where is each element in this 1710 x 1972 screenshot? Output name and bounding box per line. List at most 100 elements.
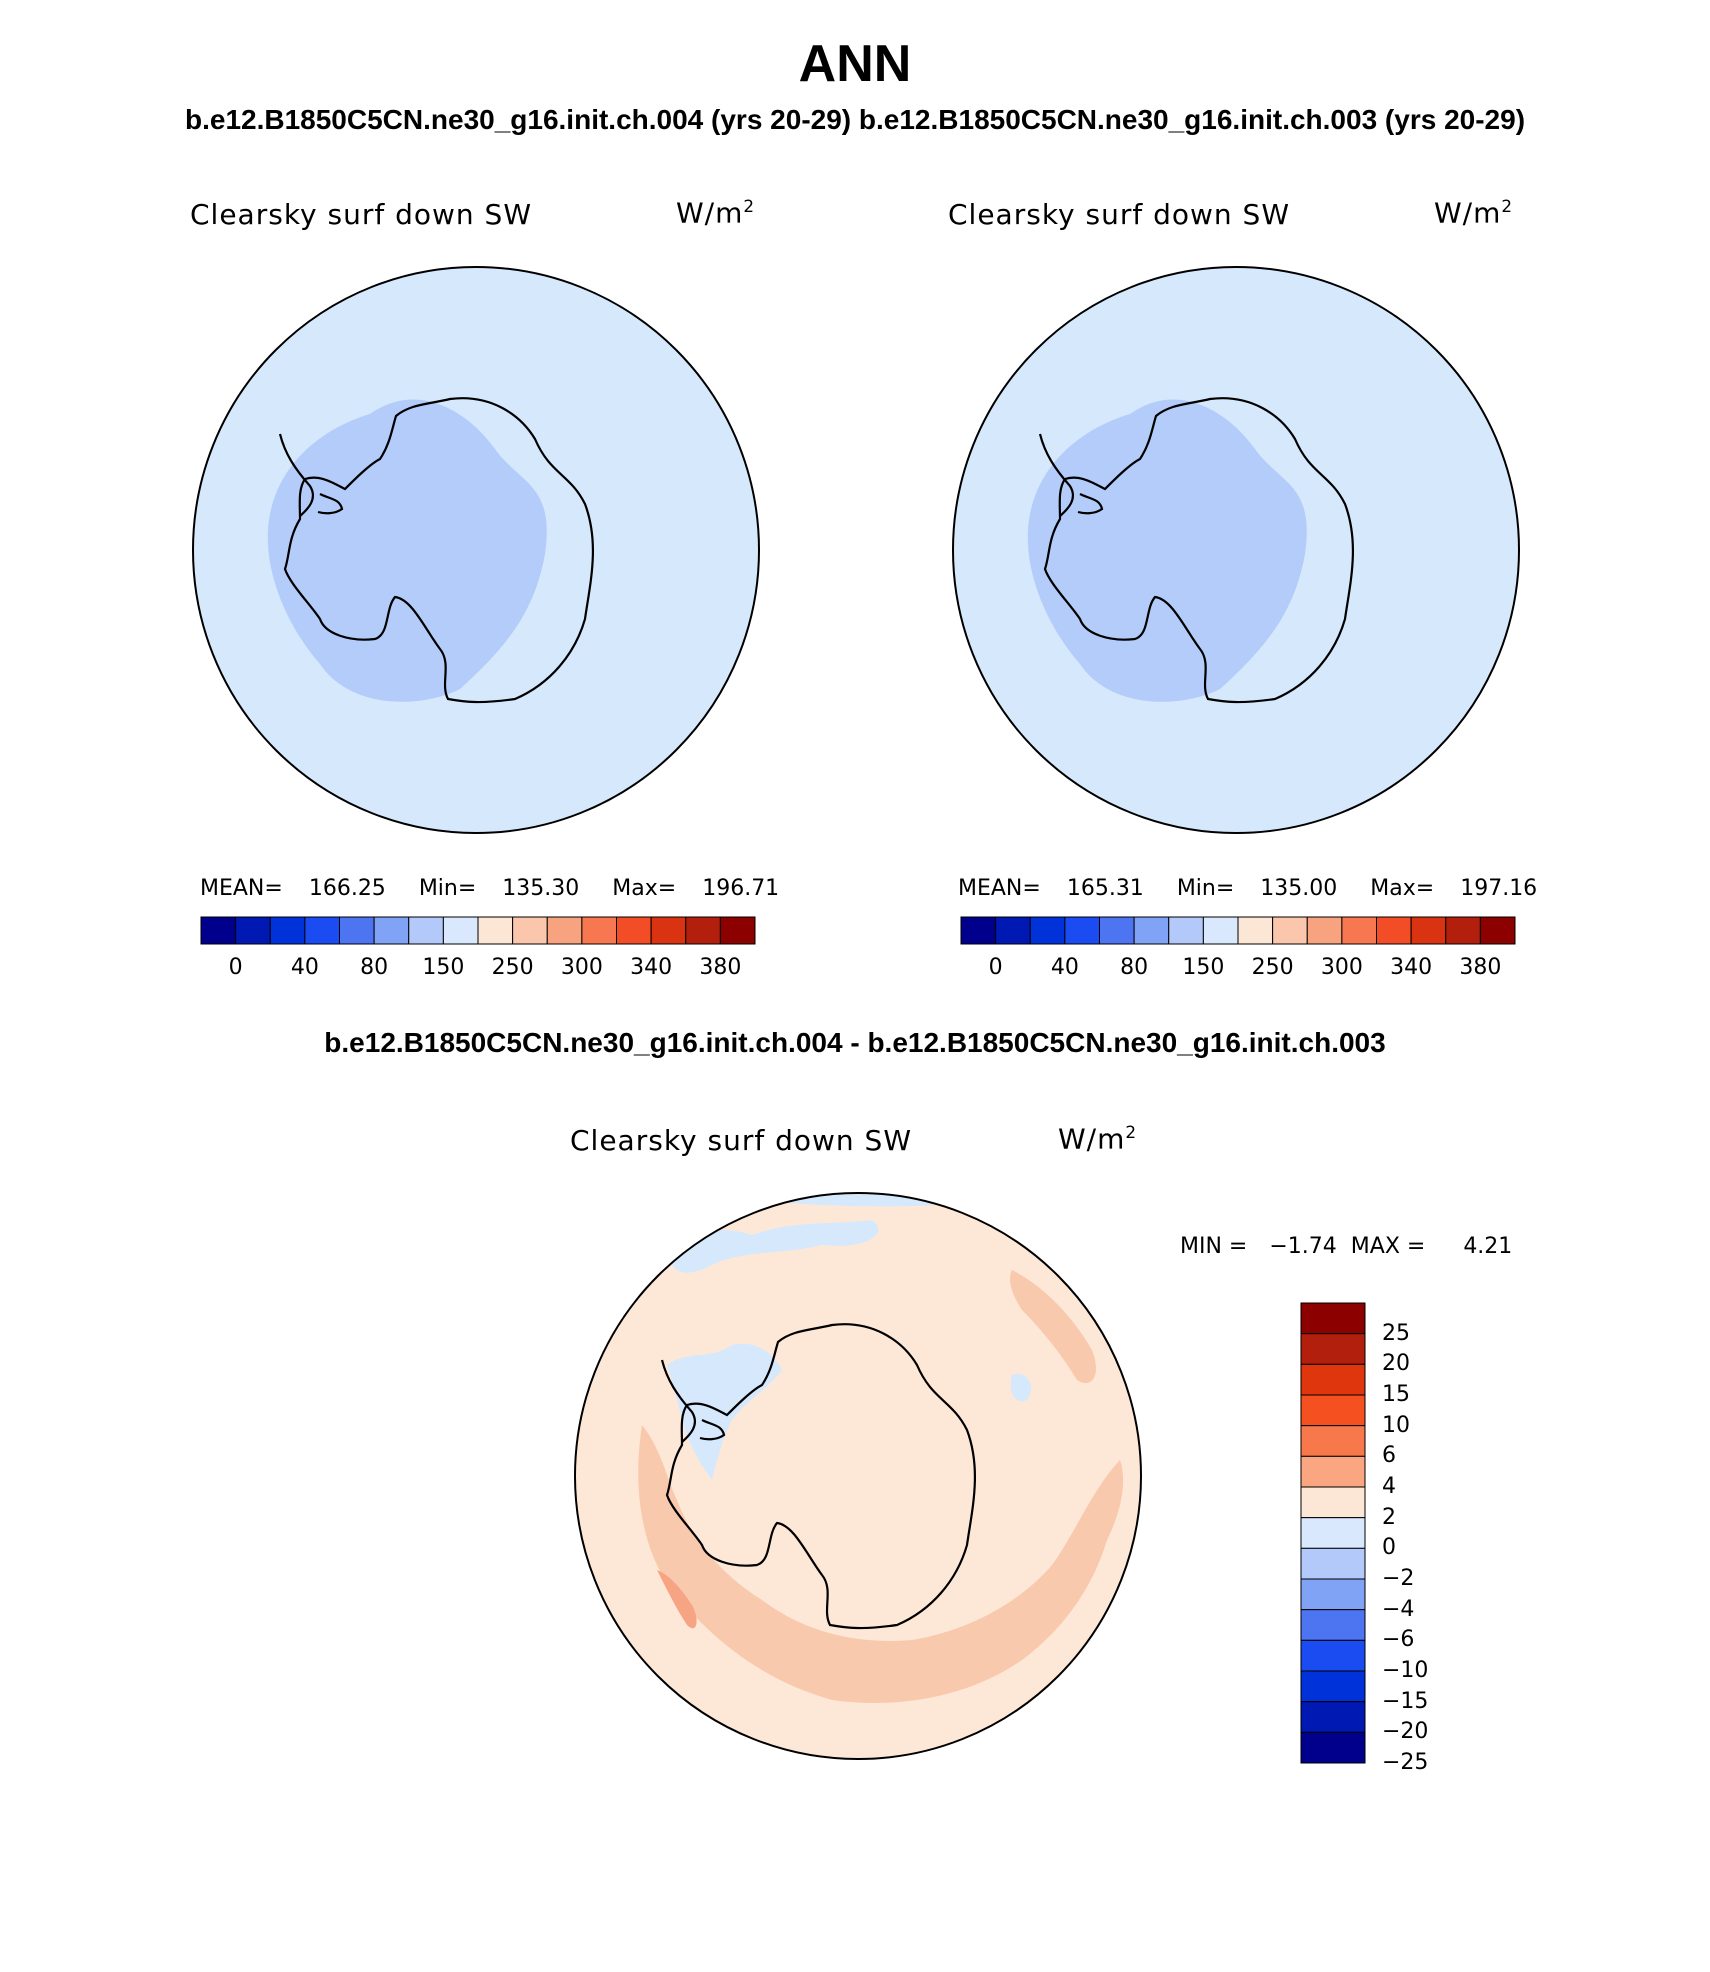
panel2-max-value: 197.16: [1460, 876, 1538, 901]
colorbar-swatch: [685, 916, 721, 945]
panel1-mean-label: MEAN=: [200, 876, 283, 901]
colorbar-tick-label: −25: [1382, 1750, 1429, 1775]
colorbar-tick-label: 40: [291, 955, 319, 980]
diff-max-value: 4.21: [1463, 1234, 1513, 1259]
colorbar-swatch: [512, 916, 548, 945]
colorbar-tick-label: −20: [1382, 1719, 1429, 1745]
colorbar-swatch: [304, 916, 340, 945]
colorbar-swatch: [1168, 916, 1204, 945]
map2-ice-shelf: [1077, 493, 1104, 515]
colorbar-tick-label: 150: [1182, 955, 1224, 980]
panel2-units-exp: 2: [1501, 196, 1514, 216]
colorbar-tick-label: 340: [630, 955, 672, 980]
colorbar-swatch: [1300, 1670, 1366, 1703]
colorbar-swatch: [1376, 916, 1412, 945]
diff-units-exp: 2: [1125, 1122, 1138, 1142]
colorbar-swatch: [1300, 1486, 1366, 1519]
subtitle: b.e12.B1850C5CN.ne30_g16.init.ch.004 (yr…: [0, 104, 1710, 136]
colorbar-swatch: [1133, 916, 1170, 945]
colorbar-swatch: [1300, 1578, 1366, 1611]
difference-title: b.e12.B1850C5CN.ne30_g16.init.ch.004 - b…: [324, 1027, 1386, 1058]
colorbar-swatch: [1029, 916, 1066, 945]
colorbar-swatch: [1237, 916, 1274, 945]
map1-peninsula: [278, 433, 315, 517]
map1-interior-field: [267, 399, 547, 702]
colorbar-swatch: [1410, 916, 1447, 945]
panel2-max-label: Max=: [1370, 876, 1435, 901]
main-title: ANN: [798, 35, 912, 93]
colorbar-swatch: [200, 916, 237, 945]
subtitle-right: b.e12.B1850C5CN.ne30_g16.init.ch.003 (yr…: [858, 104, 1526, 135]
colorbar-swatch: [719, 916, 756, 945]
colorbar-swatch: [408, 916, 444, 945]
panel2-units-base: W/m: [1434, 196, 1502, 230]
map1-boundary: [192, 266, 760, 834]
panel1-stats: MEAN= 166.25 Min= 135.30 Max= 196.71: [200, 876, 805, 901]
panel1-min-value: 135.30: [502, 876, 580, 901]
colorbar-swatch: [269, 916, 306, 945]
colorbar-swatch: [1300, 1333, 1366, 1365]
diff-negative-peninsula: [667, 1343, 782, 1480]
colorbar-swatch: [1300, 1701, 1366, 1733]
panel1-min-label: Min=: [418, 876, 477, 901]
colorbar-tick-label: 15: [1382, 1382, 1410, 1407]
panel1-units-exp: 2: [743, 196, 756, 216]
colorbar-tick-label: 0: [1382, 1535, 1396, 1561]
colorbar-swatch: [1479, 916, 1516, 945]
diff-variable-name: Clearsky surf down SW: [570, 1124, 913, 1157]
diff-units-base: W/m: [1058, 1122, 1126, 1156]
diff-max-label: MAX =: [1350, 1234, 1426, 1259]
map-panel-2: [952, 266, 1520, 834]
colorbar-tick-label: 0: [989, 955, 1003, 980]
colorbar-swatch: [650, 916, 687, 945]
colorbar-difference: [1300, 1302, 1366, 1764]
colorbar-tick-label: 25: [1382, 1320, 1410, 1346]
diff-negative-north: [667, 1220, 879, 1273]
colorbar-swatch: [1300, 1609, 1366, 1641]
colorbar-swatch: [1300, 1394, 1366, 1427]
colorbar-tick-label: 6: [1382, 1443, 1396, 1469]
colorbar-swatch: [1445, 916, 1481, 945]
map2-peninsula: [1038, 433, 1075, 517]
colorbar-swatch: [1202, 916, 1239, 945]
map1-ice-shelf: [317, 493, 344, 515]
colorbar-swatch: [1064, 916, 1100, 945]
panel2-variable-name: Clearsky surf down SW: [948, 198, 1291, 231]
panel2-mean-label: MEAN=: [958, 876, 1041, 901]
diff-negative-east: [1010, 1374, 1032, 1402]
colorbar-tick-label: 300: [1321, 955, 1363, 980]
colorbar-tick-label: 250: [492, 955, 534, 980]
diff-units: W/m2: [1058, 1122, 1137, 1155]
panel1-units-base: W/m: [676, 196, 744, 230]
colorbar-tick-label: 80: [360, 955, 388, 980]
diff-positive-strong: [657, 1570, 697, 1629]
map-panel-1: [192, 266, 760, 834]
colorbar-swatch: [477, 916, 514, 945]
diff-min-label: MIN =: [1180, 1234, 1248, 1259]
colorbar-panel-2: [960, 916, 1516, 945]
diff-positive-ring: [638, 1425, 1124, 1704]
panel2-units: W/m2: [1434, 196, 1513, 229]
colorbar-swatch: [1300, 1302, 1366, 1335]
colorbar-tick-label: 0: [229, 955, 243, 980]
colorbar-swatch: [581, 916, 617, 945]
colorbar-swatch: [616, 916, 652, 945]
colorbar-tick-label: 40: [1051, 955, 1079, 980]
panel1-max-value: 196.71: [702, 876, 780, 901]
diff-boundary: [574, 1192, 1142, 1760]
colorbar-swatch: [960, 916, 997, 945]
panel1-units: W/m2: [676, 196, 755, 229]
colorbar-tick-label: 2: [1382, 1504, 1396, 1530]
colorbar-tick-label: −15: [1382, 1688, 1429, 1714]
colorbar-tick-label: 20: [1382, 1351, 1410, 1377]
colorbar-swatch: [1300, 1363, 1366, 1396]
colorbar-swatch: [235, 916, 271, 945]
colorbar-tick-label: 10: [1382, 1412, 1410, 1438]
colorbar-tick-label: 340: [1390, 955, 1432, 980]
colorbar-tick-label: 250: [1252, 955, 1294, 980]
colorbar-tick-label: −2: [1382, 1566, 1415, 1591]
map-difference: [574, 1192, 1142, 1760]
diff-minmax: MIN = −1.74 MAX = 4.21: [1180, 1234, 1538, 1259]
panel1-variable-name: Clearsky surf down SW: [190, 198, 533, 231]
diff-peninsula: [660, 1359, 697, 1443]
